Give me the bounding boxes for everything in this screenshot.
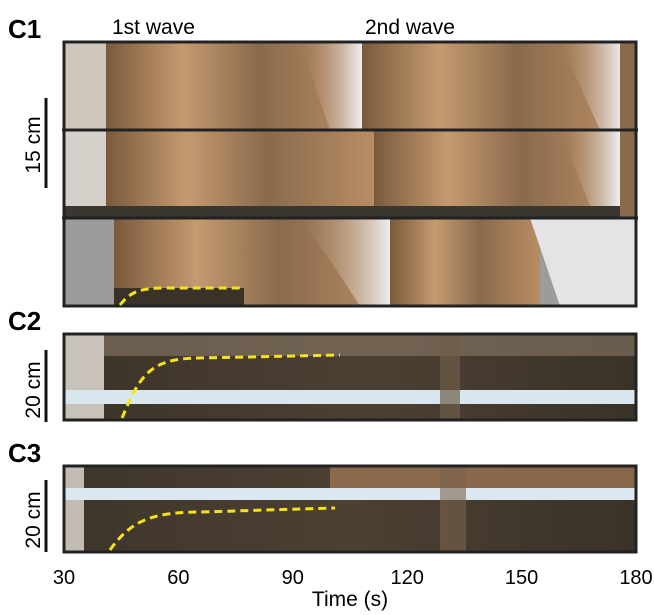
scale-label: 20 cm	[22, 361, 45, 418]
x-tick-label: 30	[53, 567, 75, 589]
panel-label: C2	[8, 306, 41, 336]
x-axis: 30 60 90 120 150 180	[53, 567, 653, 589]
image-strip	[64, 334, 636, 420]
panel-frame	[62, 464, 638, 554]
panel-frame	[62, 332, 638, 422]
annotation: 1st wave	[112, 16, 195, 39]
x-tick-label: 90	[282, 567, 304, 589]
wave-front	[120, 353, 341, 419]
x-tick-label: 60	[167, 567, 189, 589]
panel-label: C3	[8, 438, 41, 468]
wave-front	[118, 286, 240, 306]
image-strip	[64, 42, 636, 306]
x-tick-label: 180	[619, 567, 652, 589]
scale-label: 20 cm	[22, 491, 45, 548]
panel-label: C1	[8, 14, 41, 44]
image-strip	[64, 466, 636, 552]
x-tick-label: 150	[505, 567, 538, 589]
axis-label: Time (s)	[312, 588, 388, 611]
scale-label: 15 cm	[22, 116, 45, 173]
annotation: 2nd wave	[365, 16, 455, 39]
x-tick-label: 120	[391, 567, 424, 589]
wave-front	[108, 506, 336, 551]
panel-frame	[62, 40, 638, 308]
